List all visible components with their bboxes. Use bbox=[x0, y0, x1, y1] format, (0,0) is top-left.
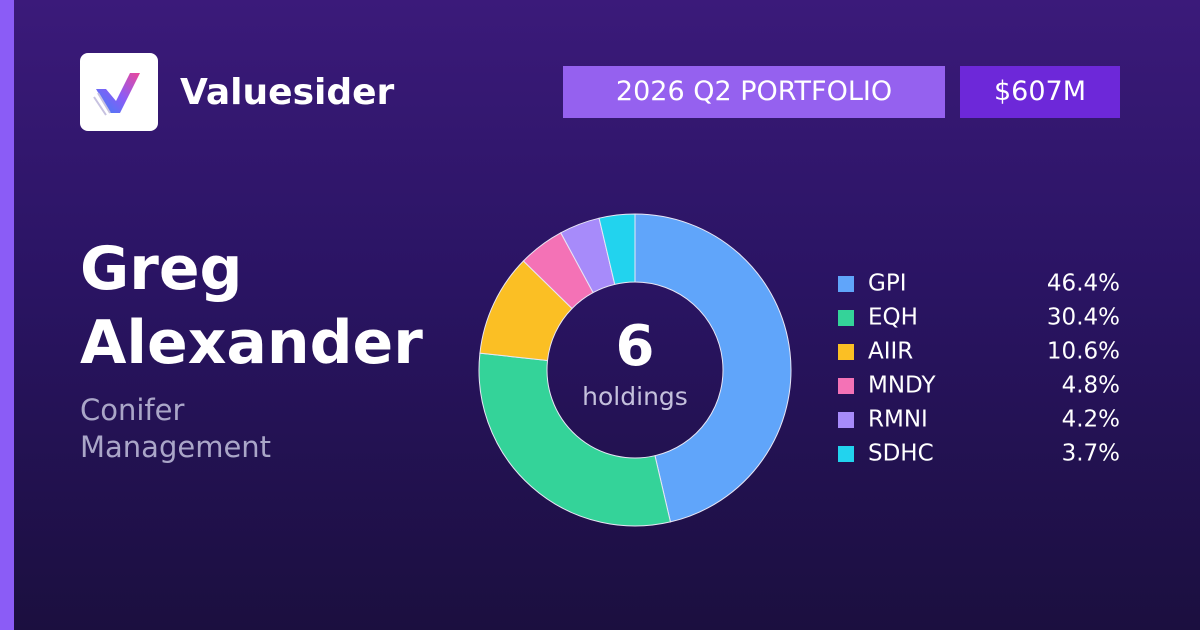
legend-label: GPI bbox=[868, 271, 906, 297]
aum-badge: $607M bbox=[960, 66, 1120, 118]
legend-value: 4.8% bbox=[1062, 373, 1120, 399]
brand: Valuesider bbox=[180, 72, 395, 113]
logo bbox=[80, 53, 158, 131]
legend-label: RMNI bbox=[868, 407, 928, 433]
manager-name: Greg Alexander bbox=[80, 234, 423, 378]
donut-slice bbox=[478, 352, 672, 527]
legend-value: 4.2% bbox=[1062, 407, 1120, 433]
legend-label: AIIR bbox=[868, 339, 913, 365]
firm-name: Conifer Management bbox=[80, 393, 272, 464]
legend-label: MNDY bbox=[868, 373, 937, 399]
center-value: 6 bbox=[616, 314, 655, 379]
legend-value: 46.4% bbox=[1047, 271, 1120, 297]
legend-swatch bbox=[838, 446, 854, 462]
legend-swatch bbox=[838, 412, 854, 428]
legend-label: EQH bbox=[868, 305, 918, 331]
accent-stripe bbox=[0, 0, 14, 630]
legend-value: 30.4% bbox=[1047, 305, 1120, 331]
legend-swatch bbox=[838, 378, 854, 394]
donut-slice bbox=[634, 213, 792, 523]
legend-value: 10.6% bbox=[1047, 339, 1120, 365]
legend-swatch bbox=[838, 344, 854, 360]
center-label: holdings bbox=[582, 382, 688, 411]
legend-label: SDHC bbox=[868, 441, 934, 467]
legend-value: 3.7% bbox=[1062, 441, 1120, 467]
period-badge: 2026 Q2 PORTFOLIO bbox=[563, 66, 945, 118]
legend-swatch bbox=[838, 276, 854, 292]
donut-slice bbox=[598, 213, 636, 285]
legend-swatch bbox=[838, 310, 854, 326]
